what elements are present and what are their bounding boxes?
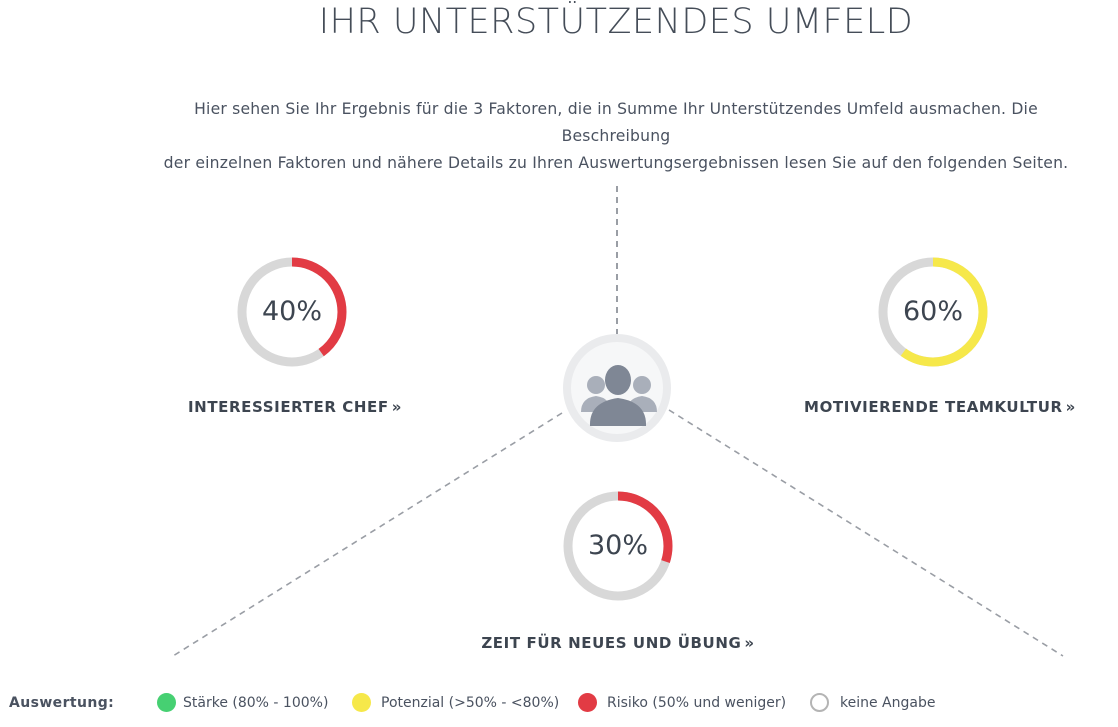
connector-line-left (172, 412, 563, 657)
gauge-percent: 30% (587, 530, 648, 561)
factor-label: INTERESSIERTER CHEF (188, 398, 389, 416)
intro-text: Hier sehen Sie Ihr Ergebnis für die 3 Fa… (150, 96, 1082, 177)
legend-dot-keine-angabe (810, 693, 829, 712)
link-zeit-fuer-neues[interactable]: ZEIT FÜR NEUES UND ÜBUNG» (480, 634, 756, 652)
legend-dot-risiko (578, 693, 597, 712)
gauge-interessierter-chef: 40% (236, 256, 348, 368)
double-chevron-right-icon: » (744, 634, 755, 652)
legend-dot-potenzial (352, 693, 371, 712)
link-interessierter-chef[interactable]: INTERESSIERTER CHEF» (188, 398, 401, 416)
legend-item-keine-angabe: keine Angabe (840, 695, 936, 711)
gauge-percent: 60% (902, 296, 963, 327)
legend: Auswertung: Stärke (80% - 100%) Potenzia… (0, 690, 1118, 718)
factor-label: MOTIVIERENDE TEAMKULTUR (804, 398, 1063, 416)
legend-item-staerke: Stärke (80% - 100%) (183, 695, 329, 711)
link-motivierende-teamkultur[interactable]: MOTIVIERENDE TEAMKULTUR» (800, 398, 1080, 416)
legend-item-potenzial: Potenzial (>50% - <80%) (381, 695, 560, 711)
double-chevron-right-icon: » (391, 398, 403, 416)
gauge-ring (237, 257, 347, 367)
gauge-ring (878, 257, 988, 367)
gauge-ring (563, 491, 673, 601)
intro-line-2: der einzelnen Faktoren und nähere Detail… (163, 154, 1069, 172)
gauge-motivierende-teamkultur: 60% (877, 256, 989, 368)
legend-item-risiko: Risiko (50% und weniger) (607, 695, 787, 711)
connector-line-right (668, 409, 1064, 657)
gauge-percent: 40% (261, 296, 322, 327)
double-chevron-right-icon: » (1065, 398, 1076, 416)
factor-label: ZEIT FÜR NEUES UND ÜBUNG (481, 634, 742, 652)
legend-label: Auswertung: (9, 695, 115, 711)
intro-line-1: Hier sehen Sie Ihr Ergebnis für die 3 Fa… (194, 100, 1038, 145)
team-group-icon (563, 334, 671, 442)
page-title: IHR UNTERSTÜTZENDES UMFELD (318, 2, 914, 42)
legend-dot-staerke (157, 693, 176, 712)
gauge-zeit-fuer-neues: 30% (562, 490, 674, 602)
